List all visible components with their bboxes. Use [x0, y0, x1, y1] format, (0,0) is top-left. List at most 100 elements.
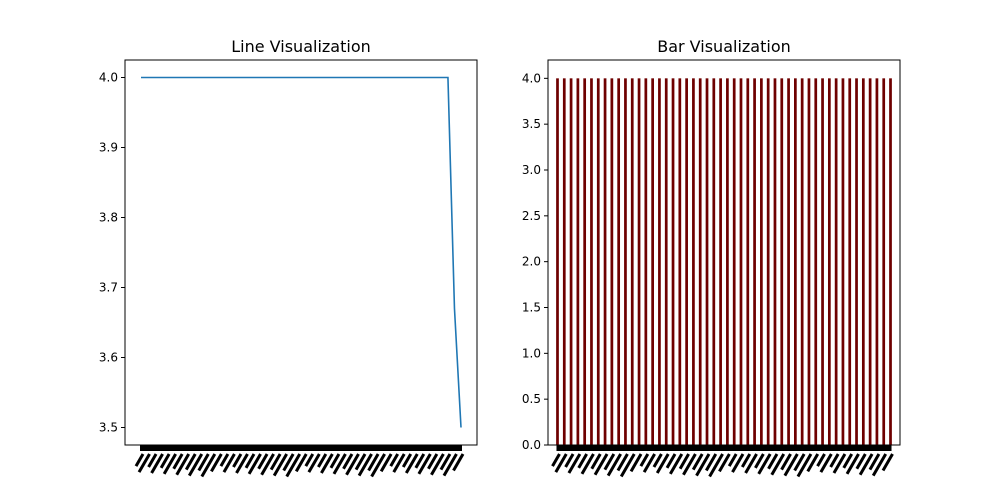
bar-chart-x-axis — [551, 445, 894, 478]
x-tick-label-mark — [304, 453, 315, 467]
y-tick-label: 1.0 — [522, 346, 541, 360]
x-tick-label-mark — [342, 453, 354, 470]
x-tick-label-mark — [590, 453, 602, 470]
x-tick-label-mark — [740, 453, 752, 468]
y-tick-label: 2.5 — [522, 209, 541, 223]
x-tick-label-mark — [417, 453, 432, 475]
x-tick-label-mark — [770, 453, 786, 476]
x-tick-label-mark — [370, 453, 386, 478]
y-tick-label: 4.0 — [522, 71, 541, 85]
bar — [705, 78, 709, 445]
line-chart-x-axis — [134, 445, 465, 478]
x-tick-label-mark — [401, 453, 413, 468]
bar — [562, 78, 566, 445]
bar — [814, 78, 818, 445]
y-tick-label: 3.8 — [99, 211, 118, 225]
x-tick-label-mark — [705, 453, 718, 472]
bar-chart-title: Bar Visualization — [657, 37, 791, 56]
x-tick-label-mark — [806, 453, 820, 473]
x-tick-label-mark — [642, 453, 656, 473]
bar — [882, 78, 886, 445]
x-tick-label-mark — [134, 453, 145, 467]
x-tick-label-mark — [317, 453, 328, 468]
x-tick-label-mark — [868, 453, 881, 471]
x-tick-label-mark — [439, 453, 452, 471]
x-tick-label-mark — [783, 453, 799, 477]
line-chart-y-axis: 3.5 3.6 3.7 3.8 3.9 4.0 — [99, 71, 125, 435]
x-tick-label-mark — [829, 453, 840, 468]
x-tick-label-mark — [200, 453, 217, 478]
bar — [596, 78, 600, 445]
x-tick-label-mark — [819, 453, 833, 473]
bar — [651, 78, 654, 445]
line-chart: Line Visualization 3.5 3.6 3.7 3.8 3.9 4.0 — [99, 37, 478, 478]
y-tick-label: 0.5 — [522, 392, 541, 406]
x-tick-label-mark — [567, 453, 582, 474]
bar — [841, 78, 845, 445]
x-tick-label-mark — [219, 453, 230, 467]
x-tick-label-mark — [718, 453, 731, 473]
x-tick-label-mark — [452, 453, 465, 472]
x-tick-label-mark — [593, 453, 609, 476]
bar — [868, 78, 872, 445]
bar — [766, 78, 770, 445]
bar — [807, 78, 811, 445]
x-tick-label-mark — [272, 453, 288, 477]
line-chart-axes-frame — [124, 59, 478, 446]
x-tick-label-mark — [257, 453, 269, 470]
bar — [773, 78, 777, 445]
bar-chart-axes-frame — [547, 59, 901, 446]
x-tick-label-mark — [430, 453, 445, 476]
x-tick-label-mark — [345, 453, 360, 476]
x-tick-label-mark — [832, 453, 847, 474]
x-tick-label-mark — [793, 453, 806, 472]
x-tick-label-mark — [357, 453, 373, 477]
bar — [746, 78, 750, 445]
bar — [760, 78, 763, 445]
x-tick-label-mark — [855, 453, 867, 470]
x-tick-label-mark — [871, 453, 888, 477]
x-tick-label-mark — [655, 453, 670, 474]
bar — [861, 78, 865, 445]
x-tick-label-mark — [235, 453, 249, 474]
bar — [556, 78, 559, 445]
x-tick-label-mark — [695, 453, 711, 477]
x-tick-label-mark — [307, 453, 321, 473]
bar — [644, 78, 648, 445]
x-tick-label-mark — [427, 453, 439, 470]
x-tick-label-mark — [577, 453, 588, 469]
x-tick-label-mark — [389, 453, 399, 467]
bar — [678, 78, 682, 445]
x-tick-label-mark — [754, 453, 765, 469]
x-tick-label-mark — [379, 453, 393, 473]
y-tick-label: 3.6 — [99, 351, 118, 365]
x-tick-label-mark — [616, 453, 629, 472]
bar — [692, 78, 695, 445]
x-tick-label-mark — [269, 453, 282, 471]
bar — [739, 78, 743, 445]
x-tick-label-mark — [678, 453, 690, 470]
bar — [787, 78, 790, 445]
x-tick-label-mark — [197, 453, 210, 472]
y-tick-label: 1.5 — [522, 301, 541, 315]
bar — [827, 78, 831, 445]
x-tick-label-mark — [282, 453, 295, 472]
x-tick-label-mark — [294, 453, 308, 473]
y-tick-label: 3.5 — [99, 421, 118, 435]
x-tick-label-mark — [652, 453, 663, 468]
bar — [603, 78, 607, 445]
x-tick-label-mark — [222, 453, 236, 473]
x-tick-label-mark — [691, 453, 704, 471]
x-tick-label-mark — [744, 453, 758, 474]
x-tick-label-mark — [285, 453, 302, 478]
bar — [855, 78, 858, 445]
bar — [664, 78, 668, 445]
x-tick-label-mark — [332, 453, 347, 475]
bar — [712, 78, 716, 445]
x-tick-label-mark — [842, 453, 854, 469]
line-series — [141, 76, 462, 428]
line-chart-plot — [141, 76, 462, 428]
x-tick-band — [556, 445, 892, 451]
x-tick-label-mark — [858, 453, 874, 476]
